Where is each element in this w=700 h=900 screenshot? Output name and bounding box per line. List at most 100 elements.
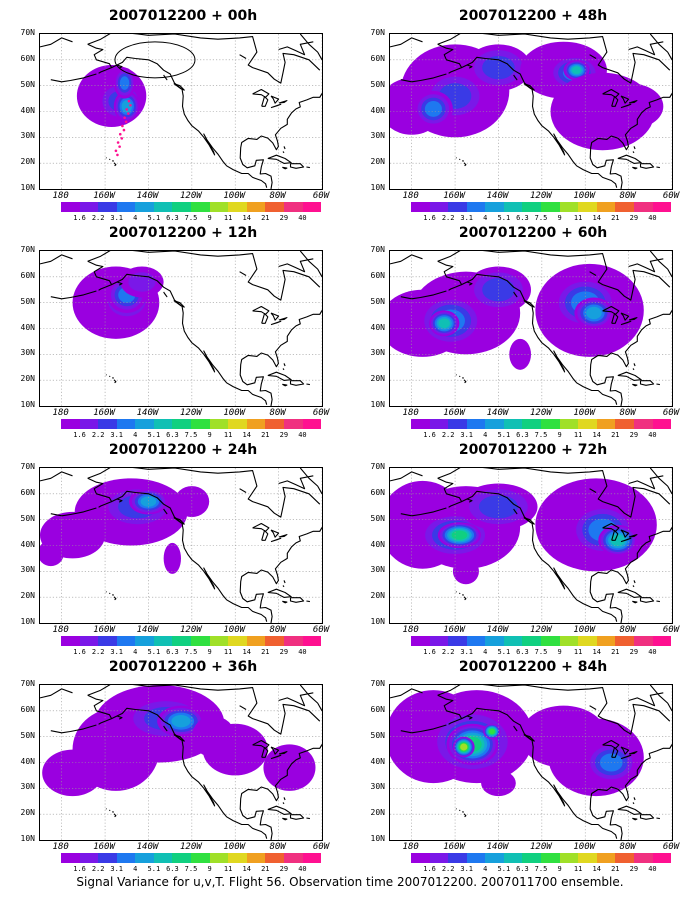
coastline: [299, 251, 322, 278]
coastline: [602, 88, 620, 98]
colorbar-label: 40: [648, 865, 657, 873]
map-svg: [40, 34, 322, 189]
colorbar-label: 9: [557, 431, 562, 439]
colorbar-swatch: [302, 202, 322, 212]
variance-contour: [121, 100, 132, 113]
coastline: [589, 527, 672, 623]
colorbar-label: 4: [483, 214, 488, 222]
panel-title: 2007012200 + 36h: [108, 659, 258, 675]
coastline: [239, 488, 247, 493]
colorbar-swatch: [283, 636, 303, 646]
coastline: [628, 475, 664, 490]
colorbar-label: 21: [261, 865, 270, 873]
coastline: [656, 600, 660, 603]
colorbar-label: 7.5: [184, 865, 198, 873]
coastline: [620, 103, 632, 109]
longitude-label: 60W: [662, 842, 680, 852]
dropsonde-point: [124, 120, 128, 124]
latitude-label: 20N: [370, 374, 385, 384]
colorbar-swatch: [541, 636, 560, 646]
coastline: [461, 707, 618, 839]
coastline: [111, 273, 268, 405]
coastline: [306, 383, 310, 386]
longitude-label: 160W: [443, 191, 465, 201]
colorbar-label: 14: [242, 214, 251, 222]
coastline: [390, 37, 423, 48]
coastline: [239, 93, 322, 189]
coastline: [261, 529, 269, 541]
colorbar-swatch: [302, 636, 322, 646]
map-area: [389, 33, 673, 190]
colorbar-label: 3.1: [460, 865, 474, 873]
coastline: [87, 34, 321, 84]
coastline: [283, 580, 286, 584]
colorbar-swatch: [429, 636, 449, 646]
colorbar-label: 9: [557, 648, 562, 656]
colorbar-swatch: [191, 636, 210, 646]
colorbar-swatch: [265, 853, 284, 863]
variance-contour: [488, 728, 495, 735]
coastline: [390, 254, 423, 265]
colorbar-swatch: [466, 202, 486, 212]
coastline: [523, 83, 535, 91]
longitude-label: 100W: [223, 408, 246, 418]
forecast-panel: 2007012200 + 60h 70N 60N 50N 40N 30N 20N 10N 180…: [355, 222, 680, 442]
coastline: [639, 814, 655, 820]
colorbar-swatch: [265, 419, 284, 429]
longitude-label: 100W: [223, 842, 246, 852]
colorbar-label: 14: [592, 431, 601, 439]
coastline: [113, 813, 117, 818]
coastline: [87, 694, 113, 725]
longitude-label: 140W: [136, 408, 159, 418]
coastline: [466, 715, 473, 720]
map-svg: [390, 468, 672, 623]
latitude-label: 40N: [20, 756, 35, 766]
coastline: [116, 281, 123, 286]
coastline: [111, 56, 268, 188]
colorbar-label: 6.3: [516, 214, 529, 222]
coastline: [628, 100, 638, 104]
longitude-label: 80W: [619, 408, 636, 418]
longitude-label: 60W: [312, 408, 330, 418]
colorbar-swatch: [79, 853, 99, 863]
longitude-label: 160W: [443, 842, 465, 852]
coastline: [513, 74, 518, 81]
coastline: [173, 517, 185, 525]
coastline: [589, 705, 597, 710]
colorbar-label: 5.1: [497, 214, 511, 222]
colorbar-label: 3.1: [110, 431, 124, 439]
colorbar-swatch: [615, 419, 634, 429]
colorbar-swatch: [209, 202, 229, 212]
forecast-panel: 2007012200 + 12h 70N 60N 50N 40N 30N 20N 10N 180…: [5, 222, 330, 442]
colorbar: [411, 636, 672, 646]
coastline: [299, 468, 322, 495]
coastline: [602, 739, 620, 749]
coastline: [649, 685, 672, 712]
latitude-label: 30N: [370, 782, 385, 792]
colorbar-label: 3.1: [460, 431, 474, 439]
colorbar-swatch: [578, 853, 597, 863]
colorbar-swatch: [652, 853, 672, 863]
coastline: [611, 746, 619, 758]
coastline: [108, 158, 111, 161]
latitude-label: 50N: [370, 79, 385, 89]
colorbar-swatch: [596, 853, 616, 863]
colorbar-swatch: [448, 202, 467, 212]
colorbar-label: 9: [207, 865, 212, 873]
coastline: [628, 692, 664, 707]
coastline: [40, 37, 73, 48]
coastline: [282, 802, 285, 805]
coastline: [617, 154, 642, 164]
forecast-panel: 2007012200 + 72h 70N 60N 50N 40N 30N 20N 10N 180…: [355, 439, 680, 659]
variance-contour: [438, 318, 450, 329]
coastline: [252, 739, 270, 749]
coastline: [40, 254, 73, 265]
colorbar-label: 5.1: [147, 865, 161, 873]
latitude-label: 60N: [370, 704, 385, 714]
coastline: [632, 368, 635, 371]
coastline: [111, 490, 268, 622]
colorbar-swatch: [652, 202, 672, 212]
coastline: [611, 529, 619, 541]
colorbar-label: 29: [279, 431, 289, 439]
variance-contour: [482, 55, 515, 80]
